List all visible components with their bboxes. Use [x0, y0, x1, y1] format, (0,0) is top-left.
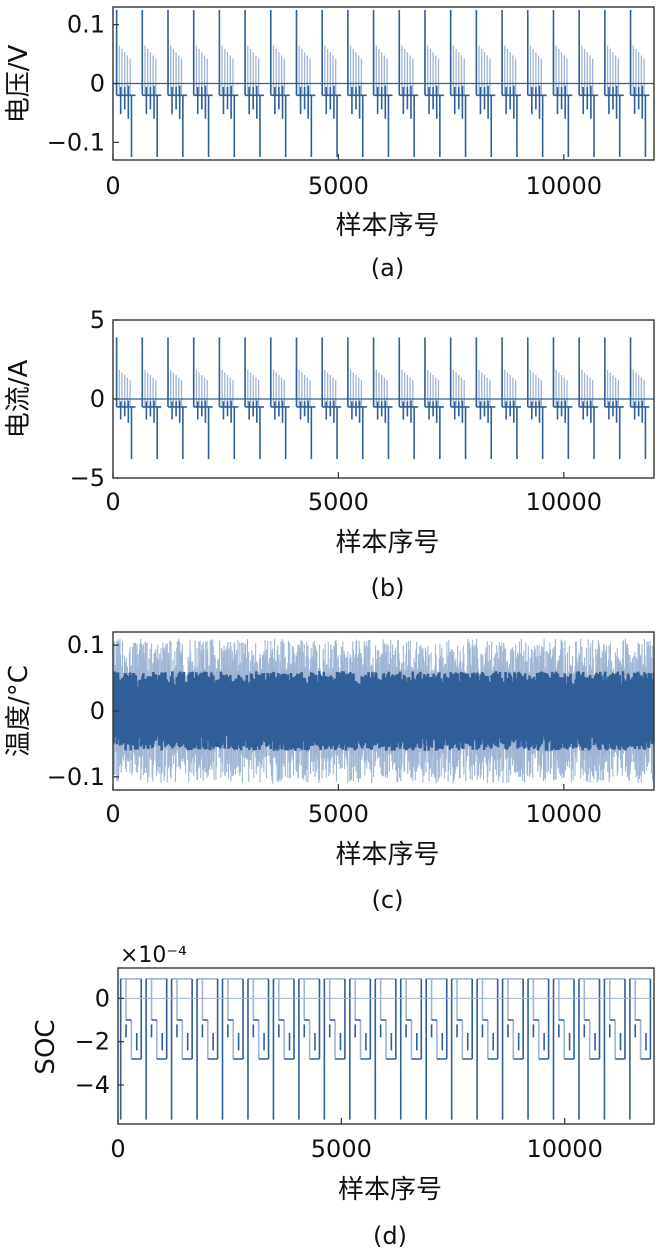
x-axis-label-d: 样本序号: [338, 1175, 442, 1205]
x-tick-label-a: 0: [105, 172, 120, 200]
series-light-d: [120, 978, 651, 1059]
x-tick-label-b: 0: [105, 488, 120, 516]
x-tick-label-d: 10000: [526, 1135, 602, 1163]
y-tick-label-b: 5: [90, 306, 105, 334]
series-d: [119, 978, 652, 1120]
panel-caption-b: (b): [371, 574, 405, 602]
axes-frame-d: [117, 967, 655, 1125]
panel-caption-a: (a): [371, 254, 404, 282]
y-tick-label-b: 0: [90, 385, 105, 413]
y-tick-label-a: −0.1: [47, 128, 105, 156]
x-axis-label-c: 样本序号: [335, 840, 439, 870]
panel-caption-c: (c): [372, 886, 404, 914]
y-tick-label-a: 0.1: [67, 11, 105, 39]
y-tick-label-d: −4: [75, 1071, 110, 1099]
x-axis-label-b: 样本序号: [335, 528, 439, 558]
y-tick-label-a: 0: [90, 70, 105, 98]
x-tick-label-b: 5000: [308, 488, 369, 516]
x-tick-label-a: 5000: [308, 172, 369, 200]
x-tick-label-c: 5000: [308, 800, 369, 828]
y-tick-label-c: −0.1: [47, 763, 105, 791]
x-tick-label-d: 5000: [311, 1135, 372, 1163]
y-tick-label-b: −5: [70, 464, 105, 492]
x-tick-label-b: 10000: [526, 488, 602, 516]
y-multiplier-d: ×10⁻⁴: [120, 943, 187, 968]
y-tick-label-c: 0: [90, 697, 105, 725]
x-tick-label-c: 0: [105, 800, 120, 828]
y-tick-label-c: 0.1: [67, 631, 105, 659]
y-tick-label-d: 0: [95, 984, 110, 1012]
series-b: [115, 337, 650, 460]
y-axis-label-a: 电压/V: [4, 45, 34, 124]
series-a: [115, 9, 650, 158]
plot-area-c: [113, 638, 654, 784]
y-axis-label-b: 电流/A: [4, 360, 34, 439]
y-axis-label-c: 温度/°C: [4, 665, 34, 757]
series-c: [113, 671, 654, 751]
plot-area-a: [113, 9, 654, 158]
x-tick-label-c: 10000: [526, 800, 602, 828]
y-tick-label-d: −2: [75, 1028, 110, 1056]
plot-area-d: [118, 978, 654, 1120]
plot-area-b: [113, 337, 654, 460]
panel-d: 0 5000 10000 0 −2 −4 ×10⁻⁴ SOC 样本序号 (d): [31, 943, 655, 1250]
x-tick-label-a: 10000: [526, 172, 602, 200]
panel-caption-d: (d): [373, 1222, 407, 1250]
x-axis-label-a: 样本序号: [335, 211, 439, 241]
x-tick-label-d: 0: [110, 1135, 125, 1163]
y-axis-label-d: SOC: [31, 1019, 61, 1074]
